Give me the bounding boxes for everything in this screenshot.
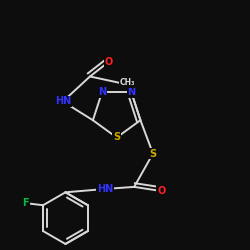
- Text: CH₃: CH₃: [119, 78, 135, 87]
- Text: O: O: [104, 57, 113, 67]
- Text: N: N: [127, 87, 136, 97]
- Text: S: S: [150, 148, 156, 158]
- Text: F: F: [22, 198, 29, 208]
- Text: O: O: [157, 186, 166, 196]
- Text: HN: HN: [55, 96, 71, 106]
- Text: N: N: [98, 87, 106, 97]
- Text: HN: HN: [97, 184, 113, 194]
- Text: S: S: [113, 132, 120, 142]
